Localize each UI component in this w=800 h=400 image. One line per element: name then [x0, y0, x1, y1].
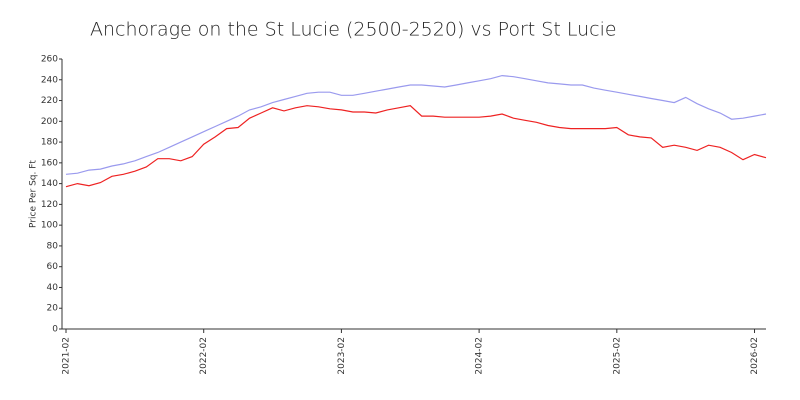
chart-title: Anchorage on the St Lucie (2500-2520) vs… [90, 19, 617, 41]
series-line [65, 74, 767, 175]
x-tick-label: 2023-02 [337, 337, 347, 375]
x-tick-label: 2021-02 [62, 337, 72, 375]
y-tick-label: 180 [41, 138, 58, 148]
y-axis-label: Price Per Sq. Ft [29, 160, 39, 228]
y-tick-label: 20 [47, 304, 59, 314]
y-tick-label: 260 [41, 55, 58, 65]
y-tick-label: 160 [41, 158, 58, 168]
y-tick-label: 120 [41, 200, 58, 210]
y-tick-label: 60 [47, 262, 59, 272]
y-tick-label: 80 [47, 241, 59, 251]
x-tick-label: 2022-02 [199, 337, 209, 375]
y-tick-label: 140 [41, 179, 58, 189]
y-tick-label: 0 [52, 325, 58, 335]
x-tick-label: 2025-02 [612, 337, 622, 375]
y-tick-label: 40 [47, 283, 59, 293]
series-line [65, 105, 767, 188]
y-tick-label: 240 [41, 75, 58, 85]
y-tick-label: 220 [41, 96, 58, 106]
x-tick-label: 2026-02 [750, 337, 760, 375]
y-tick-label: 100 [41, 221, 58, 231]
y-tick-label: 200 [41, 117, 58, 127]
x-tick-label: 2024-02 [475, 337, 485, 375]
